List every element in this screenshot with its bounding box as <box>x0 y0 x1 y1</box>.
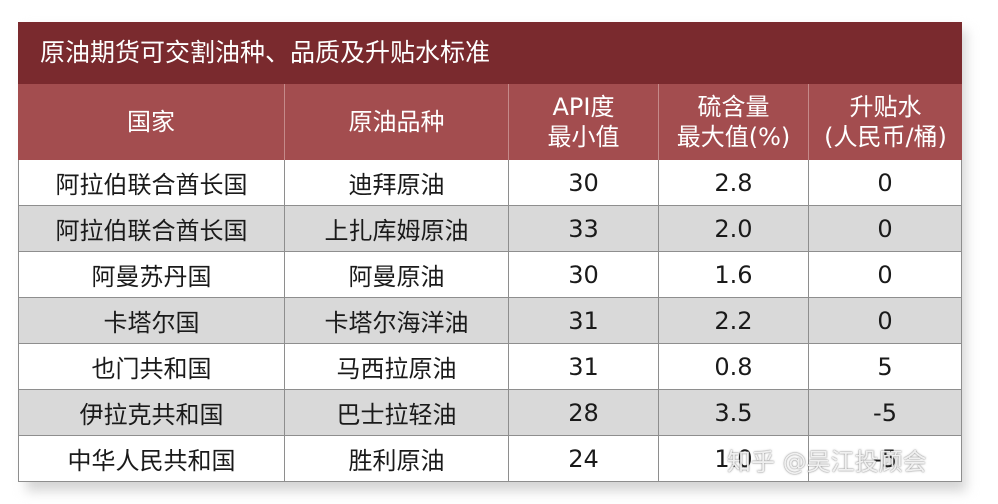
header-sulfur-line2: 最大值(%) <box>676 123 791 151</box>
cell-premium: 0 <box>809 252 962 298</box>
table-body: 阿拉伯联合酋长国 迪拜原油 30 2.8 0 阿拉伯联合酋长国 上扎库姆原油 33 2.0 0 阿曼… <box>18 160 962 482</box>
table-row: 也门共和国 马西拉原油 31 0.8 5 <box>18 344 962 390</box>
cell-sulfur-max: 2.8 <box>659 160 809 206</box>
cell-premium: -5 <box>809 390 962 436</box>
table-row: 伊拉克共和国 巴士拉轻油 28 3.5 -5 <box>18 390 962 436</box>
header-premium: 升贴水 (人民币/桶) <box>809 84 962 160</box>
cell-country: 伊拉克共和国 <box>18 390 285 436</box>
table-row: 阿拉伯联合酋长国 上扎库姆原油 33 2.0 0 <box>18 206 962 252</box>
cell-crude-grade: 上扎库姆原油 <box>285 206 509 252</box>
cell-country: 阿曼苏丹国 <box>18 252 285 298</box>
cell-api-min: 31 <box>509 298 659 344</box>
cell-crude-grade: 迪拜原油 <box>285 160 509 206</box>
cell-sulfur-max: 2.2 <box>659 298 809 344</box>
cell-sulfur-max: 1.0 <box>659 436 809 482</box>
watermark: 知乎 @吴江投顾会 <box>727 448 927 476</box>
cell-sulfur-max: 3.5 <box>659 390 809 436</box>
cell-api-min: 30 <box>509 160 659 206</box>
cell-country: 阿拉伯联合酋长国 <box>18 160 285 206</box>
cell-sulfur-max: 2.0 <box>659 206 809 252</box>
cell-crude-grade: 巴士拉轻油 <box>285 390 509 436</box>
table-row: 阿拉伯联合酋长国 迪拜原油 30 2.8 0 <box>18 160 962 206</box>
header-api-line1: API度 <box>552 93 615 121</box>
header-crude-grade: 原油品种 <box>285 84 509 160</box>
cell-api-min: 28 <box>509 390 659 436</box>
cell-premium: -5 <box>809 436 962 482</box>
cell-crude-grade: 马西拉原油 <box>285 344 509 390</box>
cell-crude-grade: 阿曼原油 <box>285 252 509 298</box>
header-country: 国家 <box>18 84 285 160</box>
table-row: 中华人民共和国 胜利原油 24 1.0 -5 <box>18 436 962 482</box>
cell-sulfur-max: 1.6 <box>659 252 809 298</box>
cell-crude-grade: 卡塔尔海洋油 <box>285 298 509 344</box>
cell-sulfur-max: 0.8 <box>659 344 809 390</box>
header-premium-line1: 升贴水 <box>849 93 922 121</box>
header-premium-line2: (人民币/桶) <box>824 123 947 151</box>
data-table: 原油期货可交割油种、品质及升贴水标准 国家 原油品种 API度 最小值 硫含量 … <box>18 22 962 482</box>
cell-api-min: 24 <box>509 436 659 482</box>
header-sulfur-max: 硫含量 最大值(%) <box>659 84 809 160</box>
header-country-label: 国家 <box>127 108 175 136</box>
table-header-row: 国家 原油品种 API度 最小值 硫含量 最大值(%) 升贴水 (人民币/桶) <box>18 84 962 160</box>
header-sulfur-line1: 硫含量 <box>697 93 770 121</box>
table-row: 阿曼苏丹国 阿曼原油 30 1.6 0 <box>18 252 962 298</box>
header-api-min: API度 最小值 <box>509 84 659 160</box>
cell-premium: 0 <box>809 160 962 206</box>
table-title: 原油期货可交割油种、品质及升贴水标准 <box>18 22 962 84</box>
cell-premium: 0 <box>809 298 962 344</box>
cell-country: 中华人民共和国 <box>18 436 285 482</box>
cell-premium: 0 <box>809 206 962 252</box>
cell-crude-grade: 胜利原油 <box>285 436 509 482</box>
cell-country: 卡塔尔国 <box>18 298 285 344</box>
header-api-line2: 最小值 <box>547 123 620 151</box>
header-crude-grade-label: 原油品种 <box>348 108 445 136</box>
cell-api-min: 33 <box>509 206 659 252</box>
cell-api-min: 31 <box>509 344 659 390</box>
cell-api-min: 30 <box>509 252 659 298</box>
table-row: 卡塔尔国 卡塔尔海洋油 31 2.2 0 <box>18 298 962 344</box>
cell-premium: 5 <box>809 344 962 390</box>
cell-country: 阿拉伯联合酋长国 <box>18 206 285 252</box>
cell-country: 也门共和国 <box>18 344 285 390</box>
